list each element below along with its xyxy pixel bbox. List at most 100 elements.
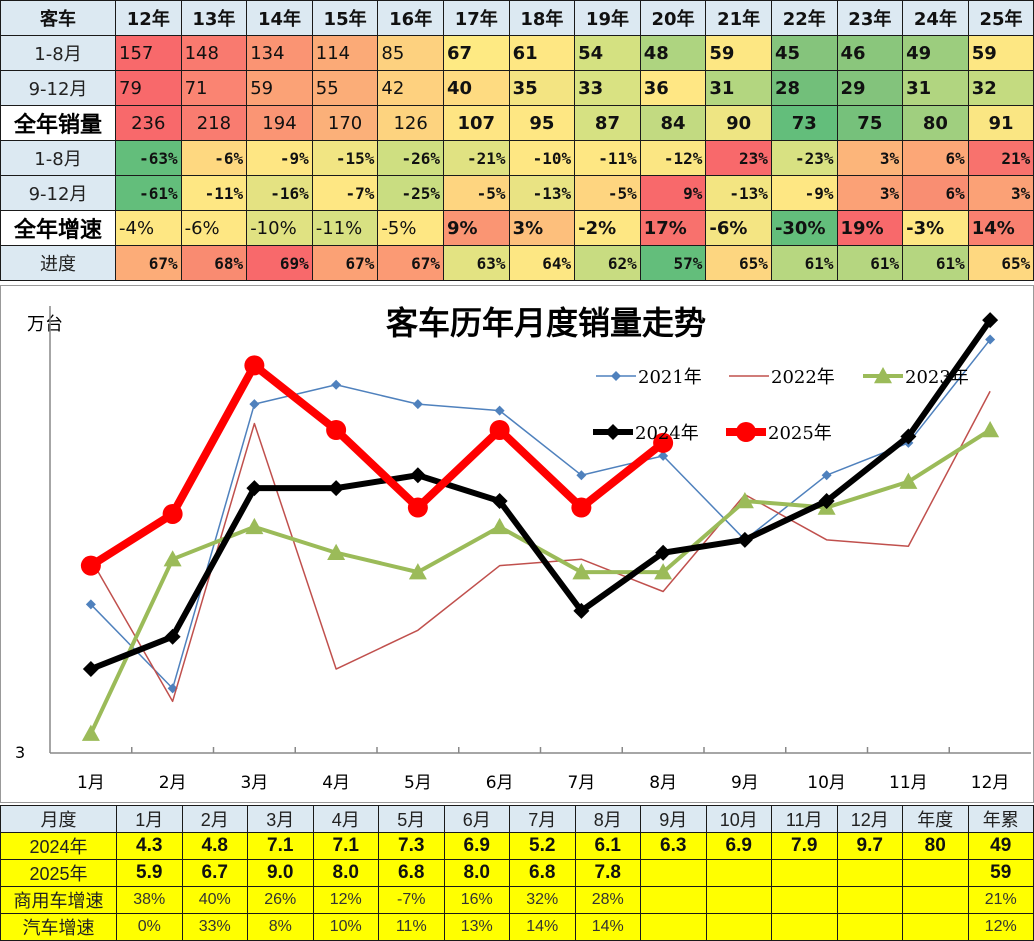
legend-item: 2025年 [726,422,832,444]
y-axis-min-label: 3 [15,743,25,762]
heatmap-cell: 61% [902,245,969,281]
month-header-cell: 11月 [771,805,838,833]
legend-label: 2023年 [905,367,969,388]
table-row: 商用车增速 38% 40% 26% 12% -7% 16% 32% 28% 21% [0,886,1034,914]
heatmap-cell: 36 [639,70,707,106]
year-header-cell: 24年 [902,0,969,36]
row-label: 全年销量 [0,105,116,141]
heatmap-cell: -7% [311,175,379,211]
year-header-cell: 25年 [967,0,1034,36]
heatmap-cell: 54 [574,35,641,71]
diamond-marker-icon [82,661,99,678]
series-2021年 [85,334,996,694]
table-cell: 40% [181,886,248,914]
table-row: 1-8月 157 148 134 114 85 67 61 54 48 59 45 46 49 59 [0,35,1034,71]
heatmap-cell: 95 [508,105,576,141]
diamond-marker-icon [658,450,669,461]
table-cell [640,913,707,941]
table-cell: 9.7 [836,832,903,860]
table-cell [902,886,969,914]
heatmap-cell: 59 [705,35,772,71]
year-header-cell: 15年 [311,0,379,36]
table-cell [640,886,707,914]
legend-label: 2024年 [635,423,699,444]
heatmap-cell: 40 [442,70,510,106]
heatmap-cell: 49 [902,35,969,71]
diamond-marker-icon [246,480,263,497]
triangle-marker-icon [572,563,591,580]
heatmap-cell: 61 [508,35,576,71]
heatmap-cell: 114 [311,35,379,71]
diamond-marker-icon [249,399,260,410]
table-cell: 7.8 [574,859,641,887]
row-label: 全年增速 [0,210,116,246]
table-cell: 6.7 [181,859,248,887]
series-line [90,390,991,703]
table-cell: 14% [574,913,641,941]
heatmap-cell: 3% [967,175,1034,211]
heatmap-cell: 84 [639,105,707,141]
year-header-cell: 16年 [377,0,444,36]
month-header-cell: 4月 [312,805,379,833]
table-cell: 12% [967,913,1034,941]
triangle-marker-icon [245,517,264,535]
x-axis-label: 2月 [159,773,187,793]
heatmap-cell: 67% [311,245,379,281]
heatmap-cell: 126 [377,105,444,141]
row-label: 商用车增速 [0,886,117,914]
heatmap-cell: -6% [180,140,248,176]
x-axis-label: 3月 [240,773,268,793]
heatmap-cell: 6% [902,175,969,211]
heatmap-cell: 61% [770,245,838,281]
y-axis-unit-label: 万台 [27,314,63,335]
table-cell: -7% [378,886,445,914]
circle-marker-icon [653,432,674,453]
heatmap-cell: 6% [902,140,969,176]
heatmap-cell: -16% [246,175,313,211]
month-header-cell: 8月 [574,805,641,833]
series-line [90,339,991,690]
heatmap-cell: 21% [967,140,1034,176]
heatmap-cell: -15% [311,140,379,176]
row-label: 进度 [0,245,116,281]
table-row: 进度 67% 68% 69% 67% 67% 63% 64% 62% 57% 65% 61% 61% 61… [0,245,1034,281]
heatmap-cell: 31 [705,70,772,106]
legend-label: 2021年 [638,367,702,388]
diamond-marker-icon [328,480,345,497]
heatmap-cell: -30% [770,210,838,246]
table-cell: 6.3 [640,832,707,860]
table-row: 1-8月 -63% -6% -9% -15% -26% -21% -10% -11% -12% 23… [0,140,1034,176]
table-cell [705,913,772,941]
table-cell: 6.9 [443,832,510,860]
table-cell: 38% [116,886,183,914]
heatmap-cell: 65% [705,245,772,281]
year-header-row: 客车 12年 13年 14年 15年 16年 17年 18年 19年 20年 21年 22年 23年 24… [0,0,1034,36]
annual-sales-heatmap-table: 客车 12年 13年 14年 15年 16年 17年 18年 19年 20年 21年 22年 23年 24… [0,0,1034,281]
heatmap-cell: -5% [377,210,444,246]
heatmap-cell: 31 [902,70,969,106]
heatmap-cell: 57% [639,245,707,281]
heatmap-cell: -6% [705,210,772,246]
row-label: 1-8月 [0,35,116,71]
year-header-cell: 22年 [770,0,838,36]
month-header-cell: 月度 [0,805,117,833]
heatmap-cell: 33 [574,70,641,106]
diamond-marker-icon [573,602,590,619]
diamond-marker-icon [900,428,917,445]
diamond-marker-icon [818,493,835,510]
x-axis-label: 5月 [404,773,432,793]
heatmap-cell: 9% [639,175,707,211]
x-axis-label: 7月 [567,773,595,793]
table-cell: 4.8 [181,832,248,860]
table-cell: 6.8 [378,859,445,887]
circle-marker-icon [80,555,101,576]
series-line [88,361,666,570]
table-cell: 6.9 [705,832,772,860]
year-header-cell: 20年 [639,0,707,36]
diamond-marker-icon [821,470,832,481]
table-cell: 28% [574,886,641,914]
table-cell: 21% [967,886,1034,914]
heatmap-cell: 170 [311,105,379,141]
heatmap-cell: 80 [902,105,969,141]
heatmap-cell: 32 [967,70,1034,106]
